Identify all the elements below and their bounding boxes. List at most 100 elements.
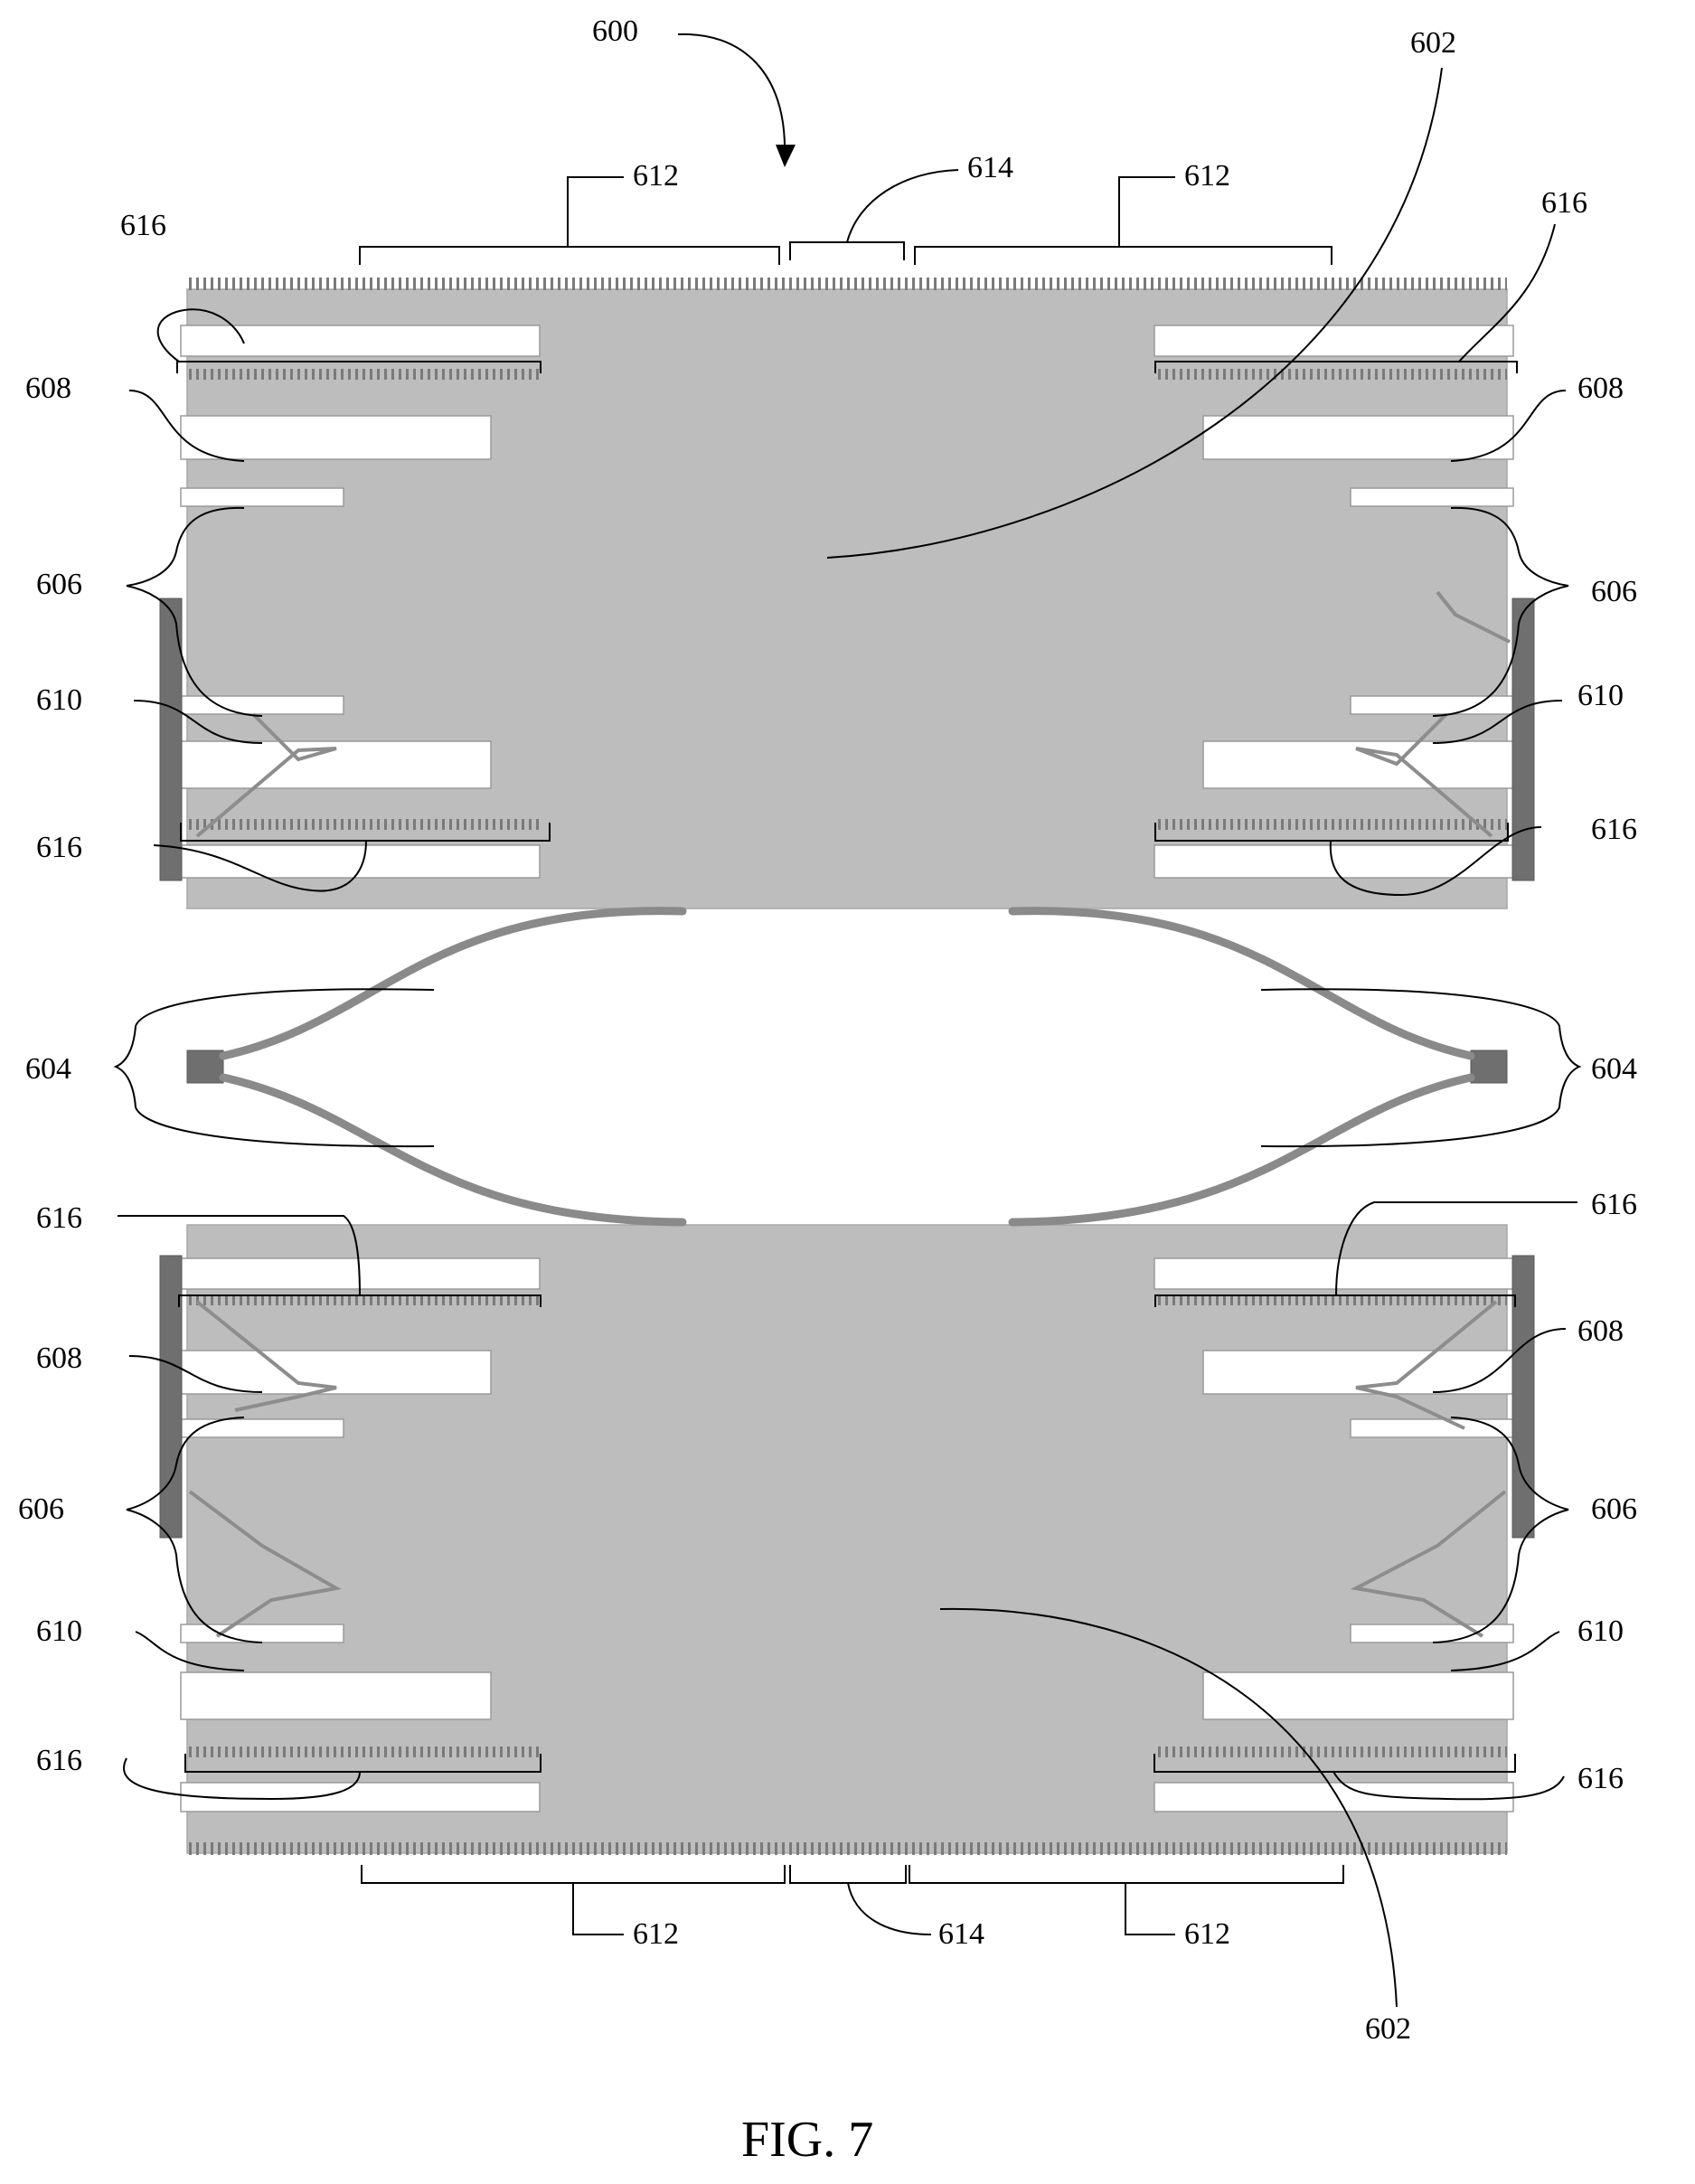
label-600: 600 [592, 14, 638, 48]
slot-bl-606b [180, 1624, 344, 1643]
bracket-616-4 [1154, 823, 1509, 842]
slot-tr-606b [1350, 695, 1514, 715]
leader-616-7 [123, 1757, 361, 1801]
leader-600 [677, 33, 786, 155]
leader-608-bl [128, 1355, 263, 1393]
bracket-614-bottom [789, 1865, 907, 1884]
side-bar-tr [1511, 598, 1535, 881]
top-substrate [159, 278, 1535, 909]
label-614-bottom: 614 [938, 1917, 984, 1951]
label-606-bl: 606 [18, 1492, 64, 1526]
wire-tr [1355, 590, 1511, 838]
slot-br-606a [1350, 1418, 1514, 1438]
leader-616-1 [156, 308, 245, 362]
label-616-8: 616 [1577, 1762, 1624, 1795]
wire-tl [195, 712, 337, 838]
bracket-612-tl [359, 246, 780, 265]
bottom-main-plate [186, 1224, 1508, 1854]
bottom-teeth-edge [187, 1842, 1507, 1855]
leader-lines [118, 33, 1577, 2008]
label-604-right: 604 [1591, 1052, 1637, 1086]
leader-612-tr [1118, 176, 1175, 247]
leader-616-4 [1329, 826, 1542, 897]
slot-br-606b [1350, 1624, 1514, 1643]
label-612-br: 612 [1184, 1917, 1230, 1951]
label-604-left: 604 [25, 1052, 71, 1086]
slot-br-616 [1154, 1257, 1514, 1290]
side-bar-tl [159, 598, 183, 881]
leader-610-br [1450, 1631, 1560, 1671]
label-612-bl: 612 [633, 1917, 679, 1951]
label-616-2: 616 [1541, 186, 1587, 220]
leader-616-2 [1458, 223, 1556, 362]
leader-608-tl [128, 390, 245, 462]
slot-tl-616b [180, 844, 541, 879]
teeth-row-bl-1 [187, 1294, 540, 1305]
label-616-1: 616 [120, 209, 166, 242]
slot-tr-606a [1350, 487, 1514, 507]
slot-tr-616b [1154, 844, 1514, 879]
teeth-row-bl-2 [187, 1746, 540, 1757]
label-616-3: 616 [36, 831, 82, 864]
brace-604-right [1260, 988, 1582, 1148]
label-606-tr: 606 [1591, 575, 1637, 608]
teeth-row-tl-2 [187, 819, 540, 830]
leader-616-6 [1335, 1201, 1577, 1296]
teeth-row-tr-2 [1154, 819, 1507, 830]
leader-614-bottom [847, 1882, 932, 1935]
spring-left-upper [219, 907, 687, 1060]
bracket-614-top [789, 241, 905, 260]
label-610-bl: 610 [36, 1614, 82, 1648]
leader-614-top [846, 169, 959, 243]
label-606-tl: 606 [36, 568, 82, 601]
brace-606-br [1432, 1417, 1569, 1643]
leader-612-tl [567, 176, 624, 247]
wire-bl [188, 1300, 342, 1638]
slot-tr-616 [1154, 325, 1514, 357]
label-616-5: 616 [36, 1201, 82, 1235]
slot-tr-608 [1202, 415, 1514, 460]
leader-610-bl [135, 1631, 245, 1671]
slot-bl-610 [180, 1671, 492, 1720]
label-606-br: 606 [1591, 1492, 1637, 1526]
label-602-top: 602 [1410, 26, 1456, 60]
slot-br-616b [1154, 1782, 1514, 1812]
bracket-616-2 [1154, 361, 1518, 373]
spring-left-lower [219, 1073, 687, 1227]
spring-anchor-right [1470, 1050, 1508, 1084]
spring-right-lower [1008, 1073, 1475, 1227]
label-612-tl: 612 [633, 159, 679, 193]
slot-br-608 [1202, 1350, 1514, 1395]
label-608-bl: 608 [36, 1341, 82, 1375]
teeth-row-br-2 [1154, 1746, 1507, 1757]
slot-tl-616 [180, 325, 541, 357]
bottom-substrate [159, 1224, 1535, 1855]
spring-anchor-left [186, 1050, 224, 1084]
label-616-7: 616 [36, 1744, 82, 1777]
leader-602-top [826, 67, 1443, 559]
slot-tl-606a [180, 487, 344, 507]
bracket-612-tr [914, 246, 1332, 265]
leader-612-br [1125, 1883, 1175, 1935]
arrowhead-600 [776, 145, 796, 167]
brace-604-left [113, 988, 435, 1148]
slot-bl-616b [180, 1782, 541, 1812]
label-614-top: 614 [967, 151, 1013, 184]
leader-616-3 [153, 840, 367, 892]
label-610-br: 610 [1577, 1614, 1624, 1648]
label-610-tr: 610 [1577, 679, 1624, 712]
teeth-row-tl-1 [187, 369, 540, 380]
reference-labels: 600 602 612 614 612 616 616 608 608 606 … [18, 14, 1637, 2168]
label-610-tl: 610 [36, 683, 82, 717]
teeth-row-br-1 [1154, 1294, 1507, 1305]
leader-608-tr [1450, 390, 1567, 462]
leader-612-bl [572, 1883, 624, 1935]
label-602-bottom: 602 [1365, 2012, 1411, 2046]
label-608-tl: 608 [25, 372, 71, 405]
wire-br [1350, 1300, 1507, 1638]
slot-tl-606b [180, 695, 344, 715]
leader-616-5 [118, 1215, 361, 1296]
bracket-616-8 [1154, 1754, 1516, 1773]
slot-br-610 [1202, 1671, 1514, 1720]
